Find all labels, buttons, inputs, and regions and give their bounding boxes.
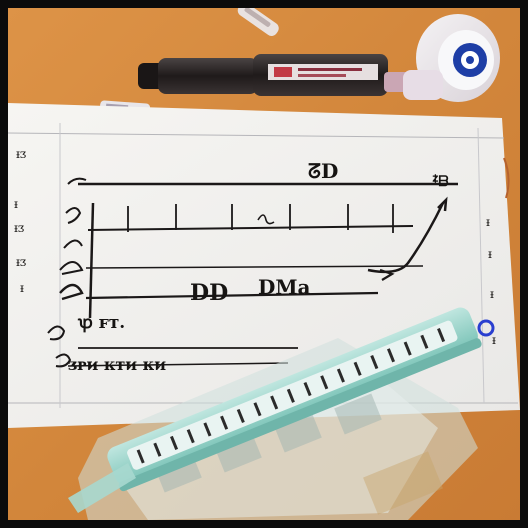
- left-mark-3: ᵻᴣ: [14, 221, 24, 235]
- right-mark-1: ᵻ: [486, 215, 490, 229]
- row-label: ꝕ ꜰᴛ.: [77, 313, 125, 333]
- bottom-row: ᴣᴘᴎ ᴋᴛᴎ ᴋᴎ: [68, 355, 166, 374]
- pen-cap: [237, 8, 279, 36]
- top-label: ᘔD: [308, 159, 338, 183]
- hand-drawn-graph: [47, 177, 458, 368]
- mid-label: DD: [190, 280, 228, 306]
- handwriting: ᘔD ᙇᗷ DD DMa ꝕ ꜰᴛ. ᴣᴘᴎ ᴋᴛᴎ ᴋᴎ ᵻᴣ ᵻ ᵻᴣ ᵻᴣ…: [14, 147, 496, 374]
- left-mark-1: ᵻᴣ: [16, 147, 26, 161]
- right-mark-4: ᵻ: [492, 333, 496, 347]
- right-mark-3: ᵻ: [490, 287, 494, 301]
- tape-dispenser: [403, 14, 500, 102]
- right-top-label: ᙇᗷ: [432, 174, 449, 190]
- photo-scene: ᘔD ᙇᗷ DD DMa ꝕ ꜰᴛ. ᴣᴘᴎ ᴋᴛᴎ ᴋᴎ ᵻᴣ ᵻ ᵻᴣ ᵻᴣ…: [8, 8, 520, 520]
- marker-pen: [138, 54, 412, 96]
- left-mark-4: ᵻᴣ: [16, 255, 26, 269]
- left-mark-5: ᵻ: [20, 281, 24, 295]
- teal-ruler: [107, 307, 482, 492]
- left-mark-2: ᵻ: [14, 197, 18, 211]
- right-mark-2: ᵻ: [488, 247, 492, 261]
- blue-circle-mark: [477, 319, 495, 337]
- mid-label-2: DMa: [258, 275, 310, 299]
